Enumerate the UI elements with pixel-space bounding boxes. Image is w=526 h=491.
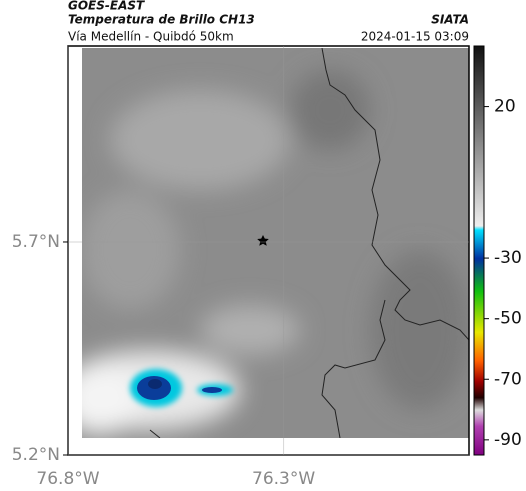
map-frame — [67, 45, 470, 456]
route: Vía Medellín - Quibdó 50km — [68, 30, 234, 44]
colorbar-label: -70 — [494, 369, 522, 389]
x-tick-label: 76.3°W — [252, 469, 315, 489]
title: GOES-EAST — [68, 0, 145, 13]
x-tick-label: 76.8°W — [36, 469, 99, 489]
colorbar-label: -90 — [494, 430, 522, 450]
y-tick-label: 5.2°N — [12, 445, 60, 465]
satellite-image — [82, 48, 469, 438]
colorbar-label: -30 — [494, 248, 522, 268]
colorbar-label: 20 — [494, 97, 516, 117]
timestamp: 2024-01-15 03:09 — [361, 30, 469, 44]
source: SIATA — [431, 13, 469, 27]
colorbar — [473, 45, 485, 456]
colorbar-label: -50 — [494, 309, 522, 329]
subtitle: Temperatura de Brillo CH13 — [68, 13, 255, 27]
y-tick-label: 5.7°N — [12, 232, 60, 252]
